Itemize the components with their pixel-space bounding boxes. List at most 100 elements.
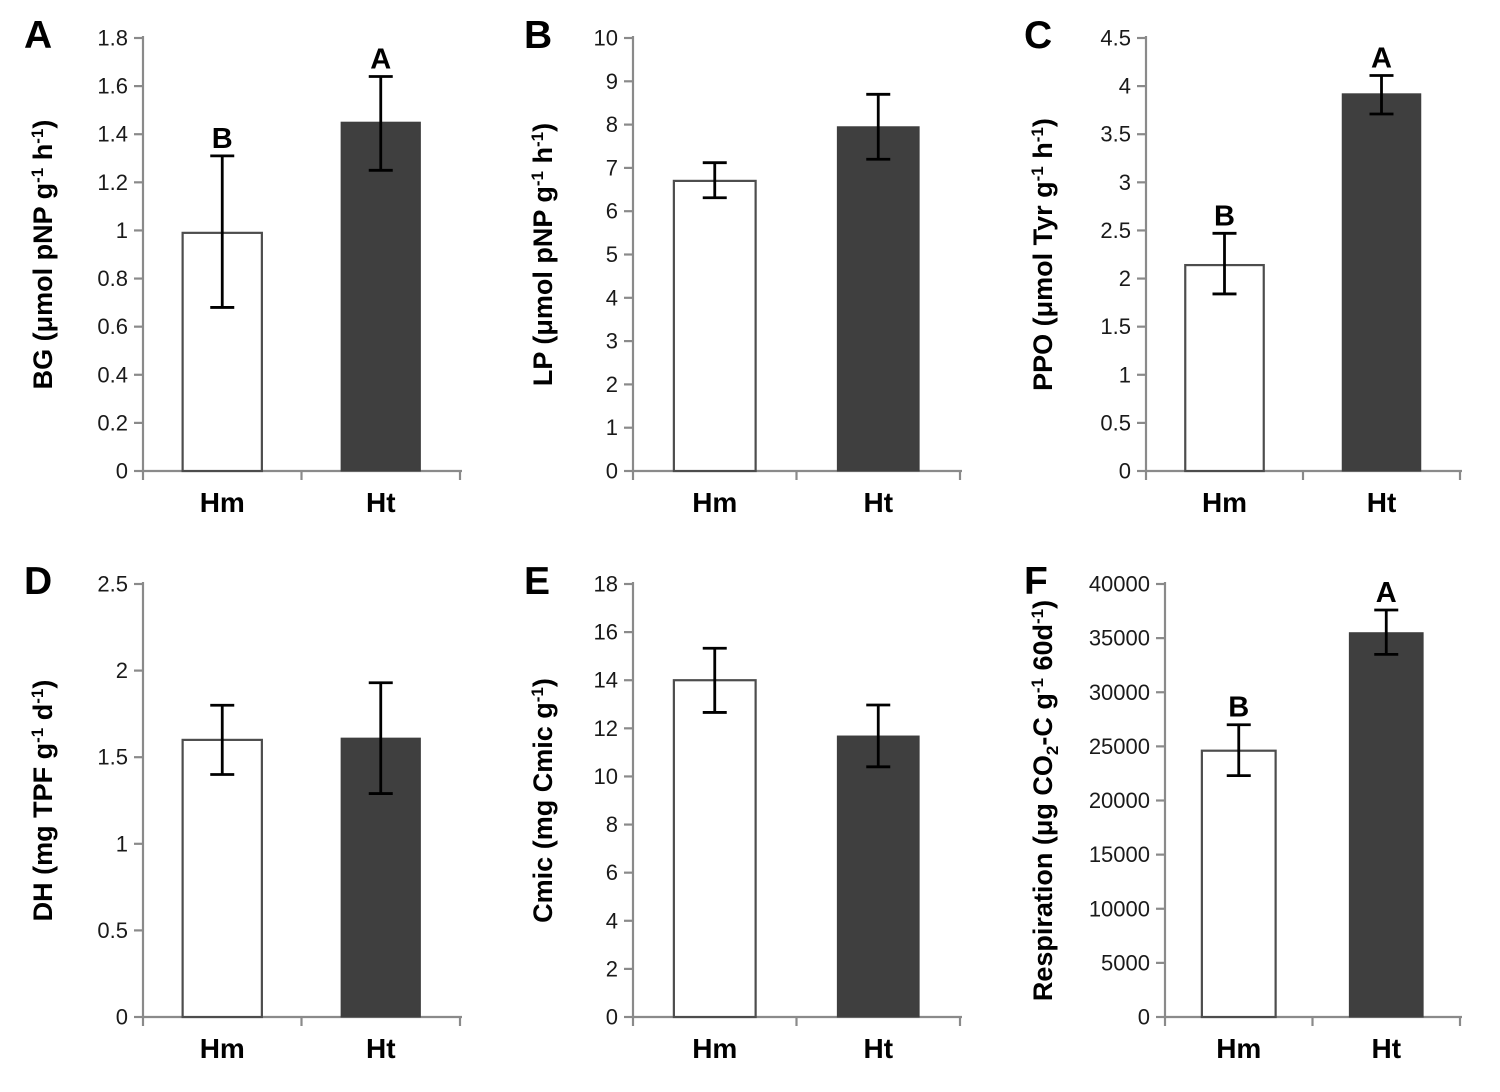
panel-letter: A bbox=[24, 14, 52, 57]
panel-letter: E bbox=[524, 560, 550, 603]
panel-F: F Respiration (μg CO2-C g-1 60d-1) 0 5000 10… bbox=[1000, 546, 1500, 1092]
y-tick-label: 0 bbox=[606, 459, 618, 484]
y-tick-label: 12 bbox=[594, 716, 618, 741]
category-label-hm: Hm bbox=[200, 487, 245, 518]
y-tick-label: 16 bbox=[594, 620, 618, 645]
category-label-ht: Ht bbox=[1367, 487, 1397, 518]
y-tick-label: 2 bbox=[606, 372, 618, 397]
y-tick-label: 1.6 bbox=[97, 74, 128, 99]
y-tick-label: 4 bbox=[606, 285, 618, 310]
y-tick-label: 2 bbox=[606, 956, 618, 981]
chart-svg-B: B LP (μmol pNP g-1 h-1) 0 1 2 3 4 5 6 7 8 9 10 Hm Ht bbox=[524, 14, 962, 518]
panel-C: C PPO (μmol Tyr g-1 h-1) 0 0.5 1 1.5 2 2.5 3 3.5 4… bbox=[1000, 0, 1500, 546]
category-label-hm: Hm bbox=[692, 487, 737, 518]
y-tick-label: 5 bbox=[606, 242, 618, 267]
y-tick-label: 14 bbox=[594, 668, 618, 693]
y-tick-label: 20000 bbox=[1089, 788, 1150, 813]
panel-letter: D bbox=[24, 560, 52, 603]
y-tick-label: 2.5 bbox=[97, 572, 128, 597]
y-tick-label: 4 bbox=[606, 908, 618, 933]
y-tick-label: 1 bbox=[116, 218, 128, 243]
bar-hm bbox=[1200, 749, 1277, 1019]
y-axis-title: Respiration (μg CO2-C g-1 60d-1) bbox=[1028, 600, 1062, 1001]
bar-hm bbox=[181, 738, 263, 1019]
y-axis-title: Cmic (mg Cmic g-1) bbox=[528, 678, 558, 923]
y-tick-label: 1.2 bbox=[97, 170, 128, 195]
y-tick-label: 0.8 bbox=[97, 266, 128, 291]
category-label-ht: Ht bbox=[366, 1033, 396, 1064]
y-tick-label: 15000 bbox=[1089, 842, 1150, 867]
bar-ht bbox=[1348, 632, 1424, 1018]
y-tick-label: 1.5 bbox=[1100, 314, 1131, 339]
category-label-hm: Hm bbox=[200, 1033, 245, 1064]
y-tick-label: 3 bbox=[606, 329, 618, 354]
y-tick-label: 4 bbox=[1119, 74, 1131, 99]
category-label-hm: Hm bbox=[692, 1033, 737, 1064]
y-tick-label: 0 bbox=[116, 459, 128, 484]
y-tick-label: 0.6 bbox=[97, 314, 128, 339]
chart-svg-D: D DH (mg TPF g-1 d-1) 0 0.5 1 1.5 2 2.5 Hm Ht bbox=[24, 560, 462, 1064]
chart-svg-E: E Cmic (mg Cmic g-1) 0 2 4 6 8 10 12 14 16 18 Hm Ht bbox=[524, 560, 962, 1064]
panel-D: D DH (mg TPF g-1 d-1) 0 0.5 1 1.5 2 2.5 Hm Ht bbox=[0, 546, 500, 1092]
y-tick-label: 25000 bbox=[1089, 734, 1150, 759]
y-tick-label: 1 bbox=[1119, 362, 1131, 387]
y-tick-label: 9 bbox=[606, 69, 618, 94]
significance-letter: B bbox=[1228, 692, 1249, 724]
y-tick-label: 7 bbox=[606, 155, 618, 180]
y-tick-label: 2 bbox=[1119, 266, 1131, 291]
panel-B: B LP (μmol pNP g-1 h-1) 0 1 2 3 4 5 6 7 8 9 10 Hm Ht bbox=[500, 0, 1000, 546]
y-tick-label: 4.5 bbox=[1100, 26, 1131, 51]
category-label-ht: Ht bbox=[366, 487, 396, 518]
chart-svg-C: C PPO (μmol Tyr g-1 h-1) 0 0.5 1 1.5 2 2.5 3 3.5 4… bbox=[1024, 14, 1462, 518]
y-tick-label: 0 bbox=[1138, 1005, 1150, 1030]
category-label-hm: Hm bbox=[1216, 1033, 1261, 1064]
significance-letter: A bbox=[1376, 577, 1397, 609]
y-tick-label: 1 bbox=[606, 415, 618, 440]
y-tick-label: 0.2 bbox=[97, 410, 128, 435]
bar-ht bbox=[340, 121, 421, 472]
y-tick-label: 8 bbox=[606, 112, 618, 137]
bar-hm bbox=[672, 679, 757, 1019]
panel-E: E Cmic (mg Cmic g-1) 0 2 4 6 8 10 12 14 16 18 Hm Ht bbox=[500, 546, 1000, 1092]
y-tick-label: 8 bbox=[606, 812, 618, 837]
y-tick-label: 10 bbox=[594, 764, 618, 789]
y-tick-label: 3.5 bbox=[1100, 122, 1131, 147]
panel-letter: F bbox=[1024, 560, 1048, 603]
y-tick-label: 1.4 bbox=[97, 122, 128, 147]
bar-ht bbox=[836, 126, 920, 472]
y-tick-label: 6 bbox=[606, 199, 618, 224]
significance-letter: A bbox=[1371, 43, 1392, 75]
y-axis-title: LP (μmol pNP g-1 h-1) bbox=[528, 123, 558, 386]
y-axis-title: BG (μmol pNP g-1 h-1) bbox=[28, 120, 58, 390]
y-tick-label: 0.4 bbox=[97, 362, 128, 387]
bar-ht bbox=[1341, 93, 1422, 472]
y-tick-label: 0 bbox=[606, 1005, 618, 1030]
y-tick-label: 5000 bbox=[1101, 950, 1150, 975]
category-label-ht: Ht bbox=[863, 487, 893, 518]
category-label-hm: Hm bbox=[1202, 487, 1247, 518]
y-tick-label: 0 bbox=[116, 1005, 128, 1030]
y-tick-label: 1.8 bbox=[97, 26, 128, 51]
y-axis-title: DH (mg TPF g-1 d-1) bbox=[28, 680, 58, 922]
bar-ht bbox=[836, 735, 920, 1018]
y-tick-label: 0.5 bbox=[1100, 410, 1131, 435]
y-tick-label: 6 bbox=[606, 860, 618, 885]
significance-letter: B bbox=[1214, 200, 1235, 232]
category-label-ht: Ht bbox=[863, 1033, 893, 1064]
y-tick-label: 18 bbox=[594, 572, 618, 597]
y-tick-label: 10000 bbox=[1089, 896, 1150, 921]
significance-letter: A bbox=[370, 43, 391, 75]
bar-hm bbox=[672, 179, 757, 473]
bar-hm bbox=[1184, 263, 1265, 473]
y-tick-label: 1 bbox=[116, 831, 128, 856]
y-tick-label: 3 bbox=[1119, 170, 1131, 195]
y-tick-label: 1.5 bbox=[97, 745, 128, 770]
y-tick-label: 2 bbox=[116, 658, 128, 683]
y-tick-label: 30000 bbox=[1089, 680, 1150, 705]
significance-letter: B bbox=[212, 123, 233, 155]
y-tick-label: 0.5 bbox=[97, 918, 128, 943]
y-tick-label: 35000 bbox=[1089, 626, 1150, 651]
y-tick-label: 2.5 bbox=[1100, 218, 1131, 243]
